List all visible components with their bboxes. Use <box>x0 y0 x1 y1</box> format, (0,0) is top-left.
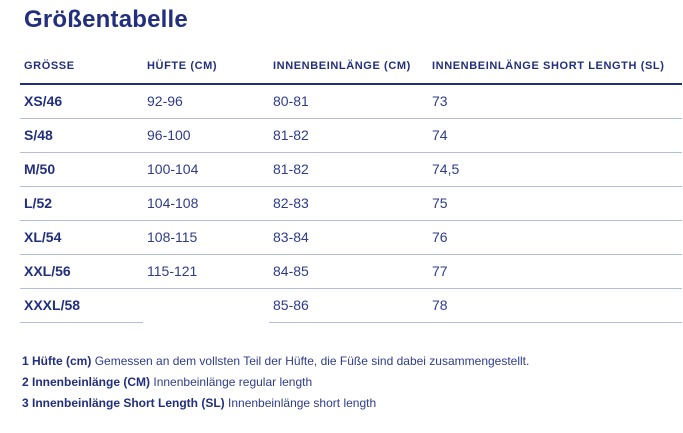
page-title: Größentabelle <box>24 6 188 33</box>
table-row: XXXL/58 85-86 78 <box>20 288 682 323</box>
hip-cell: 104-108 <box>143 186 269 221</box>
table-header-row: GRÖSSE HÜFTE (CM) INNENBEINLÄNGE (CM) IN… <box>20 52 682 85</box>
inseam-cell: 80-81 <box>269 84 428 119</box>
column-header-inseam: INNENBEINLÄNGE (CM) <box>269 52 428 85</box>
inseam-sl-cell: 74,5 <box>428 152 682 187</box>
inseam-cell: 82-83 <box>269 186 428 221</box>
size-table: GRÖSSE HÜFTE (CM) INNENBEINLÄNGE (CM) IN… <box>20 52 682 323</box>
inseam-sl-cell: 74 <box>428 118 682 153</box>
table-row: XL/54 108-115 83-84 76 <box>20 220 682 255</box>
table-row: XXL/56 115-121 84-85 77 <box>20 254 682 289</box>
size-cell: XXL/56 <box>20 254 143 289</box>
hip-cell-empty <box>143 288 269 322</box>
table-row: XS/46 92-96 80-81 73 <box>20 84 682 119</box>
size-cell: XL/54 <box>20 220 143 255</box>
inseam-sl-cell: 77 <box>428 254 682 289</box>
inseam-cell: 81-82 <box>269 118 428 153</box>
size-cell: XXXL/58 <box>20 288 143 323</box>
size-cell: XS/46 <box>20 84 143 119</box>
column-header-hip: HÜFTE (CM) <box>143 52 269 85</box>
inseam-sl-cell: 73 <box>428 84 682 119</box>
footnote-inseam-short-term: 3 Innenbeinlänge Short Length (SL) <box>22 396 225 410</box>
hip-cell: 100-104 <box>143 152 269 187</box>
hip-cell: 92-96 <box>143 84 269 119</box>
table-row: S/48 96-100 81-82 74 <box>20 118 682 153</box>
footnote-hip-text: Gemessen an dem vollsten Teil der Hüfte,… <box>94 354 530 368</box>
inseam-sl-cell: 75 <box>428 186 682 221</box>
footnote-inseam-term: 2 Innenbeinlänge (CM) <box>22 375 151 389</box>
footnote-inseam: 2 Innenbeinlänge (CM) Innenbeinlänge reg… <box>22 372 529 393</box>
footnote-inseam-text: Innenbeinlänge regular length <box>153 375 313 389</box>
inseam-sl-cell: 76 <box>428 220 682 255</box>
inseam-cell: 81-82 <box>269 152 428 187</box>
inseam-cell: 85-86 <box>269 288 428 323</box>
inseam-cell: 83-84 <box>269 220 428 255</box>
footnote-inseam-short-text: Innenbeinlänge short length <box>228 396 377 410</box>
inseam-sl-cell: 78 <box>428 288 682 323</box>
size-cell: M/50 <box>20 152 143 187</box>
footnote-hip-term: 1 Hüfte (cm) <box>22 354 92 368</box>
column-header-size: GRÖSSE <box>20 52 143 85</box>
column-header-inseam-short: INNENBEINLÄNGE SHORT LENGTH (SL) <box>428 52 682 85</box>
footnotes: 1 Hüfte (cm) Gemessen an dem vollsten Te… <box>22 351 529 414</box>
hip-cell: 108-115 <box>143 220 269 255</box>
table-row: M/50 100-104 81-82 74,5 <box>20 152 682 187</box>
size-cell: S/48 <box>20 118 143 153</box>
table-row: L/52 104-108 82-83 75 <box>20 186 682 221</box>
hip-cell: 115-121 <box>143 254 269 289</box>
size-cell: L/52 <box>20 186 143 221</box>
hip-cell: 96-100 <box>143 118 269 153</box>
footnote-hip: 1 Hüfte (cm) Gemessen an dem vollsten Te… <box>22 351 529 372</box>
inseam-cell: 84-85 <box>269 254 428 289</box>
footnote-inseam-short: 3 Innenbeinlänge Short Length (SL) Innen… <box>22 393 529 414</box>
